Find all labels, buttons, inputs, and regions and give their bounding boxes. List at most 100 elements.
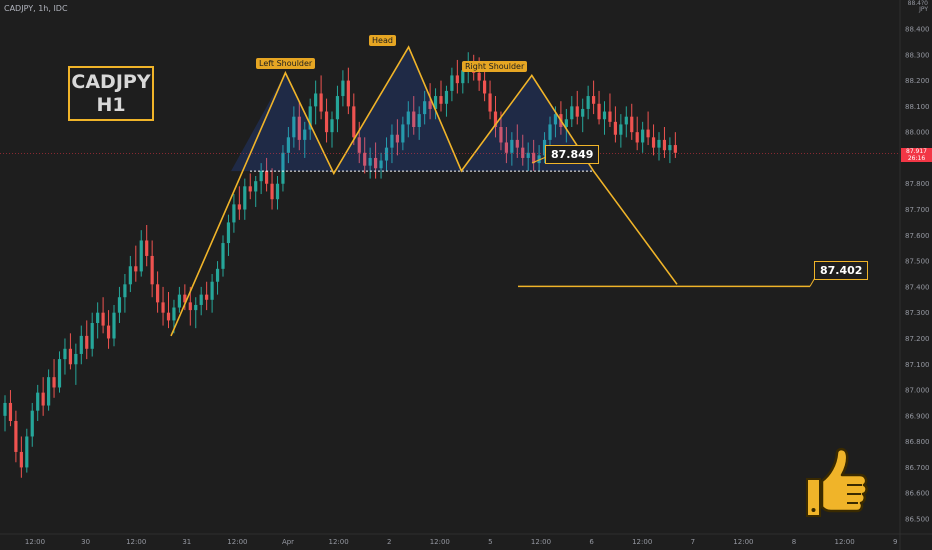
candle-body [374, 157, 378, 169]
thumbs-up-icon [806, 447, 868, 517]
candle-body [265, 170, 269, 184]
candle-body [417, 114, 421, 127]
x-tick-label: 6 [589, 538, 594, 546]
candle-body [330, 119, 334, 133]
candle-body [586, 96, 590, 109]
y-tick-label: 88.000 [905, 129, 930, 137]
candle-body [602, 111, 607, 120]
x-tick-label: 9 [893, 538, 897, 546]
candle-body [57, 359, 62, 388]
candle-body [194, 304, 198, 311]
y-tick-label: 87.800 [905, 180, 930, 188]
candle-body [357, 137, 361, 153]
candle-body [379, 160, 383, 169]
candle-body [36, 392, 40, 411]
candle-body [161, 302, 165, 313]
candle-body [156, 284, 160, 303]
candle-body [292, 116, 296, 138]
candle-body [177, 294, 181, 308]
candle-body [188, 302, 192, 311]
candle-body [395, 134, 399, 143]
candle-body [368, 157, 372, 166]
candle-body [205, 294, 209, 300]
neckline-label-leader [531, 156, 547, 164]
candle-body [526, 152, 530, 158]
candle-body [504, 142, 508, 153]
candle-body [668, 145, 672, 151]
candle-body [68, 348, 72, 365]
x-tick-label: 12:00 [632, 538, 652, 546]
candle-body [324, 111, 329, 133]
candle-body [521, 147, 525, 158]
candle-body [335, 96, 340, 120]
candle-body [297, 116, 301, 140]
y-tick-label: 88.300 [905, 51, 930, 59]
candle-body [106, 325, 111, 339]
y-tick-label: 87.000 [905, 387, 930, 395]
candle-body [635, 132, 639, 143]
candle-body [128, 266, 132, 285]
candle-body [19, 451, 23, 468]
candle-body [314, 93, 318, 107]
candle-body [166, 312, 171, 321]
candle-body [308, 106, 312, 130]
candle-body [303, 129, 307, 140]
y-tick-label: 87.500 [905, 258, 930, 266]
candle-body [237, 204, 241, 210]
candle-body [428, 101, 432, 109]
candle-body [117, 297, 122, 313]
candle-body [483, 80, 487, 94]
symbol-timeframe: H1 [96, 94, 126, 116]
candle-body [281, 152, 285, 184]
candle-body [341, 80, 345, 97]
candle-body [564, 119, 568, 127]
candle-body [651, 137, 656, 148]
candle-body [384, 147, 389, 161]
symbol-name: CADJPY [71, 71, 151, 93]
x-tick-label: Apr [282, 538, 294, 546]
y-tick-label: 87.600 [905, 232, 930, 240]
candle-body [630, 116, 634, 133]
x-tick-label: 5 [488, 538, 492, 546]
candle-body [641, 129, 645, 143]
candle-body [41, 392, 45, 406]
candle-body [548, 124, 552, 140]
y-tick-label: 86.700 [905, 464, 930, 472]
pattern-fill [231, 47, 594, 174]
candle-body [47, 377, 51, 406]
candle-body [619, 124, 623, 135]
candle-body [662, 139, 667, 151]
candle-body [3, 402, 7, 416]
candle-body [542, 139, 547, 156]
y-tick-label: 86.800 [905, 438, 930, 446]
candle-body [412, 111, 416, 127]
x-tick-label: 12:00 [126, 538, 146, 546]
candle-body [352, 106, 356, 138]
candle-body [8, 402, 13, 421]
candle-body [90, 323, 94, 349]
x-tick-label: 30 [81, 538, 90, 546]
y-tick-label: 87.200 [905, 335, 930, 343]
x-tick-label: 7 [691, 538, 695, 546]
target-price-label: 87.402 [814, 261, 869, 280]
candle-body [499, 127, 503, 143]
y-tick-label: 88.100 [905, 103, 930, 111]
y-tick-label: 86.500 [905, 516, 930, 524]
neckline-price-label: 87.849 [545, 145, 600, 164]
candle-body [488, 93, 492, 112]
candle-body [570, 106, 574, 120]
candle-body [123, 284, 127, 298]
candle-body [390, 134, 394, 148]
candle-body [493, 111, 498, 127]
candle-body [581, 108, 585, 117]
candle-body [423, 101, 427, 115]
candle-body [461, 70, 465, 84]
head-label: Head [369, 35, 396, 46]
x-tick-label: 12:00 [531, 538, 551, 546]
candle-body [477, 72, 481, 81]
candle-body [199, 294, 203, 305]
candle-body [532, 152, 536, 164]
candle-body [210, 281, 214, 300]
chart-header-title: CADJPY, 1h, IDC [4, 4, 68, 13]
